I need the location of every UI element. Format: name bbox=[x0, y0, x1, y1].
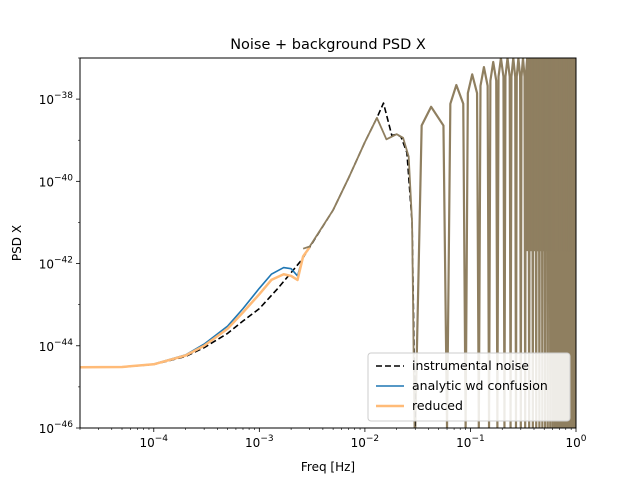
legend-label-analytic-wd-confusion: analytic wd confusion bbox=[412, 378, 548, 393]
plot-frame bbox=[79, 57, 577, 429]
y-tick-label: 10−44 bbox=[39, 338, 74, 354]
x-tick-label: 10−2 bbox=[351, 434, 380, 450]
y-tick-label: 10−46 bbox=[39, 420, 74, 436]
series-line-reduced bbox=[80, 246, 311, 369]
x-tick-label: 10−1 bbox=[456, 434, 485, 450]
y-axis-ticks: 10−46 10−44 10−42 10−40 10−38 bbox=[39, 57, 80, 436]
chart-title: Noise + background PSD X bbox=[230, 37, 426, 53]
x-tick-label: 10−4 bbox=[139, 434, 168, 450]
series-layer bbox=[80, 58, 576, 428]
legend-frame bbox=[367, 352, 571, 422]
y-axis-label: PSD X bbox=[10, 225, 24, 261]
y-tick-label: 10−40 bbox=[39, 173, 74, 189]
x-tick-label: 100 bbox=[565, 434, 586, 450]
x-axis-label: Freq [Hz] bbox=[301, 460, 355, 474]
legend: instrumental noise analytic wd confusion… bbox=[367, 352, 571, 422]
legend-label-instrumental-noise: instrumental noise bbox=[412, 358, 529, 373]
legend-label-reduced: reduced bbox=[412, 398, 463, 413]
y-tick-label: 10−38 bbox=[39, 91, 74, 107]
shared-hump bbox=[302, 116, 416, 428]
x-tick-label: 10−3 bbox=[245, 434, 274, 450]
x-axis-ticks: 10−4 10−3 10−2 10−1 100 bbox=[79, 428, 587, 450]
y-tick-label: 10−42 bbox=[39, 256, 73, 272]
